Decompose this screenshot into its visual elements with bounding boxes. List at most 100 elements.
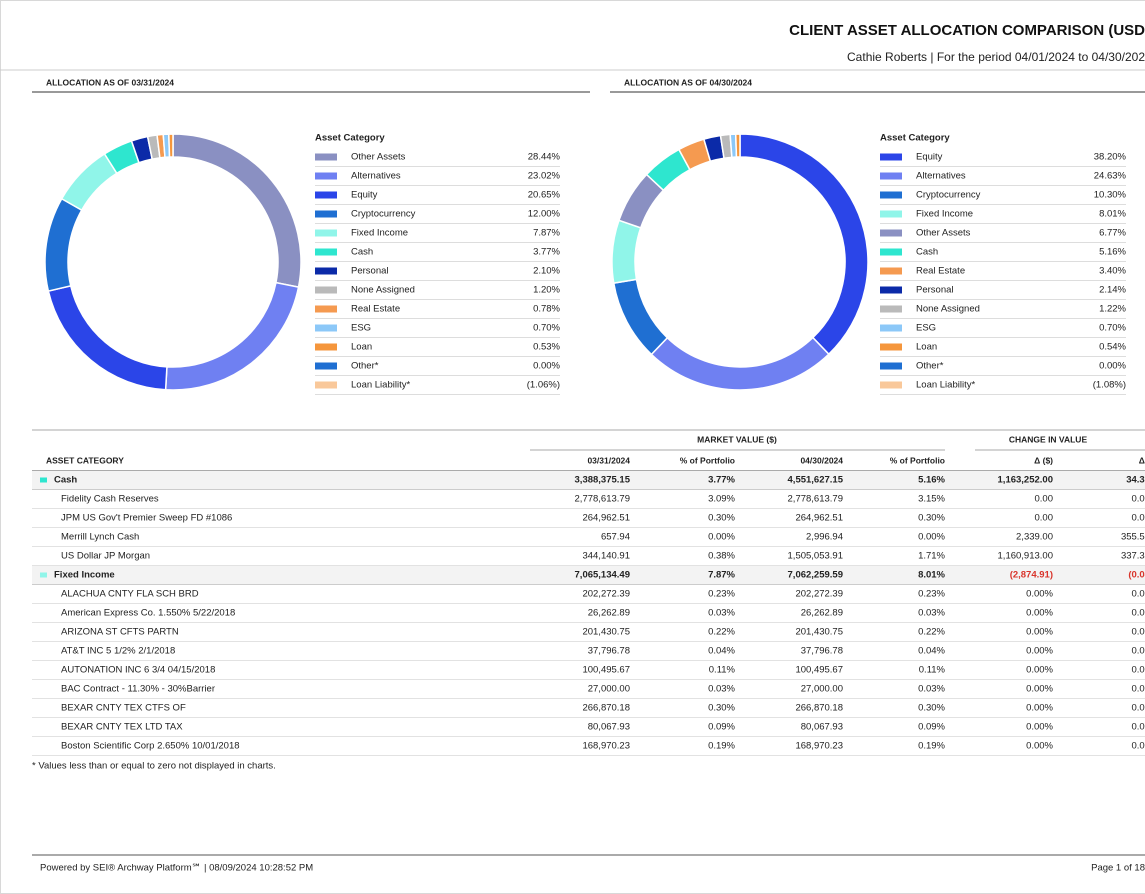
legend-swatch — [315, 362, 337, 370]
legend-value: 0.70% — [1099, 323, 1126, 334]
row-cell: 3.09% — [708, 494, 735, 505]
donut-segment — [168, 133, 174, 158]
group-cell: 5.16% — [918, 475, 945, 486]
legend-label: Other* — [351, 361, 379, 372]
row-cell: 0.00 — [1132, 494, 1145, 505]
legend-value: 1.22% — [1099, 304, 1126, 315]
legend-swatch — [315, 210, 337, 218]
group-name: Fixed Income — [54, 570, 115, 581]
legend-swatch — [880, 305, 902, 313]
row-label: BEXAR CNTY TEX CTFS OF — [61, 703, 186, 714]
legend-swatch — [880, 153, 902, 161]
legend-swatch — [880, 362, 902, 370]
legend-label: Cash — [916, 247, 938, 258]
row-cell: 80,067.93 — [588, 722, 630, 733]
row-cell: 0.30% — [708, 703, 735, 714]
row-cell: 0.00% — [1026, 741, 1053, 752]
legend-label: Cash — [351, 247, 373, 258]
row-cell: 0.00% — [918, 532, 945, 543]
legend-value: 1.20% — [533, 285, 560, 296]
group-cell: 7,065,134.49 — [575, 570, 630, 581]
legend-label: Fixed Income — [916, 209, 973, 220]
legend-swatch — [315, 381, 337, 389]
row-cell: 0.03% — [708, 684, 735, 695]
row-cell: 0.00 — [1132, 627, 1145, 638]
row-cell: 168,970.23 — [795, 741, 843, 752]
group-marker — [40, 572, 47, 578]
row-cell: 202,272.39 — [795, 589, 843, 600]
row-cell: 344,140.91 — [582, 551, 630, 562]
row-cell: 202,272.39 — [582, 589, 630, 600]
legend-swatch — [315, 229, 337, 237]
row-cell: 100,495.67 — [582, 665, 630, 676]
legend-label: Other Assets — [916, 228, 971, 239]
row-label: ARIZONA ST CFTS PARTN — [61, 627, 179, 638]
row-cell: 0.00 — [1132, 608, 1145, 619]
column-header: % of Portfolio — [890, 455, 945, 465]
row-label: AUTONATION INC 6 3/4 04/15/2018 — [61, 665, 215, 676]
row-cell: 0.22% — [918, 627, 945, 638]
legend-label: Other Assets — [351, 152, 406, 163]
row-cell: 2,339.00 — [1016, 532, 1053, 543]
legend-value: 2.10% — [533, 266, 560, 277]
legend-value: 5.16% — [1099, 247, 1126, 258]
legend-swatch — [315, 343, 337, 351]
row-label: BEXAR CNTY TEX LTD TAX — [61, 722, 183, 733]
row-cell: 0.04% — [708, 646, 735, 657]
group-cell: 3,388,375.15 — [575, 475, 631, 486]
column-header: % of Portfolio — [680, 455, 735, 465]
legend-value: 0.54% — [1099, 342, 1126, 353]
column-header: 04/30/2024 — [800, 455, 843, 465]
legend-label: Real Estate — [351, 304, 400, 315]
row-cell: 0.19% — [918, 741, 945, 752]
legend-label: None Assigned — [351, 285, 415, 296]
row-cell: 0.00 — [1132, 646, 1145, 657]
row-label: ALACHUA CNTY FLA SCH BRD — [61, 589, 199, 600]
row-cell: 264,962.51 — [795, 513, 843, 524]
row-cell: 0.00% — [1026, 627, 1053, 638]
legend-title: Asset Category — [880, 133, 950, 144]
legend-value: 23.02% — [528, 171, 561, 182]
row-cell: 1.71% — [918, 551, 945, 562]
group-marker — [40, 477, 47, 483]
legend-value: 0.70% — [533, 323, 560, 334]
group-cell: 4,551,627.15 — [788, 475, 844, 486]
row-cell: 0.00 — [1035, 494, 1054, 505]
legend-swatch — [880, 343, 902, 351]
row-label: Boston Scientific Corp 2.650% 10/01/2018 — [61, 741, 240, 752]
footer-right: Page 1 of 18 — [1091, 863, 1145, 874]
footer-left: Powered by SEI® Archway Platform℠ | 08/0… — [40, 863, 313, 874]
legend-value: 12.00% — [528, 209, 561, 220]
row-cell: 2,778,613.79 — [788, 494, 843, 505]
row-cell: 168,970.23 — [582, 741, 630, 752]
row-cell: 0.00 — [1132, 741, 1145, 752]
chart-title: ALLOCATION AS OF 04/30/2024 — [624, 77, 752, 87]
row-cell: 0.00 — [1132, 722, 1145, 733]
row-cell: 0.00 — [1132, 703, 1145, 714]
row-label: Merrill Lynch Cash — [61, 532, 139, 543]
legend-label: None Assigned — [916, 304, 980, 315]
legend-swatch — [315, 153, 337, 161]
row-cell: 37,796.78 — [801, 646, 843, 657]
legend-value: 0.00% — [1099, 361, 1126, 372]
report-subtitle: Cathie Roberts | For the period 04/01/20… — [847, 50, 1145, 64]
legend-label: ESG — [916, 323, 936, 334]
row-cell: 0.00% — [708, 532, 735, 543]
row-label: JPM US Gov't Premier Sweep FD #1086 — [61, 513, 232, 524]
row-cell: 100,495.67 — [795, 665, 843, 676]
row-cell: 0.30% — [918, 703, 945, 714]
row-cell: 26,262.89 — [588, 608, 630, 619]
column-header: Δ ($) — [1034, 455, 1053, 465]
legend-value: 6.77% — [1099, 228, 1126, 239]
row-cell: 0.00% — [1026, 703, 1053, 714]
row-cell: 0.09% — [708, 722, 735, 733]
row-cell: 266,870.18 — [582, 703, 630, 714]
group-cell: 8.01% — [918, 570, 945, 581]
legend-value: (1.06%) — [527, 380, 560, 391]
legend-swatch — [880, 210, 902, 218]
row-cell: 1,505,053.91 — [788, 551, 843, 562]
group-cell: 34.33 — [1126, 475, 1145, 486]
row-cell: 27,000.00 — [588, 684, 630, 695]
legend-swatch — [880, 191, 902, 199]
group-header: MARKET VALUE ($) — [697, 434, 777, 444]
